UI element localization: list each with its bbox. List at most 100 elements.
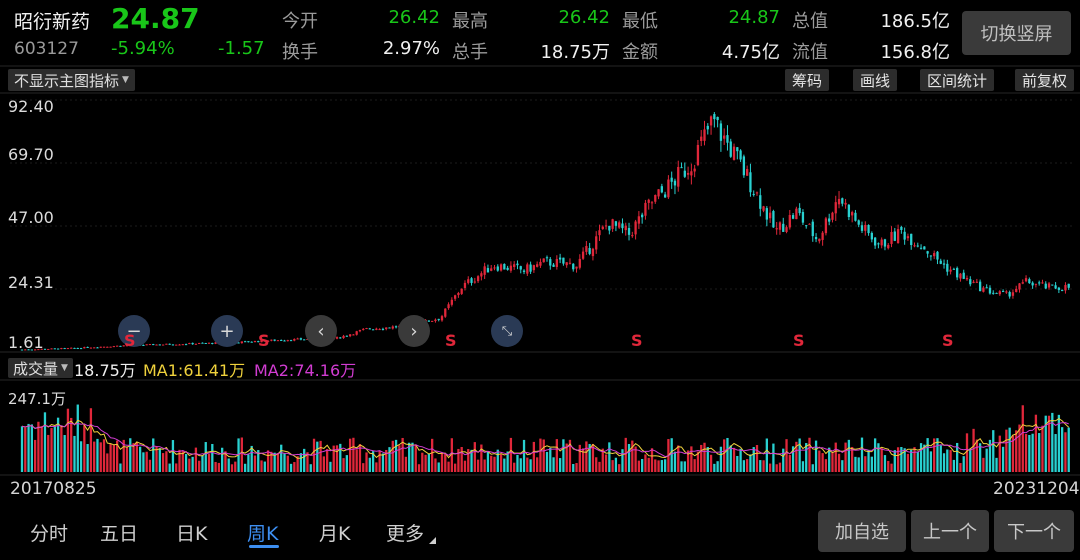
tab-daily-k[interactable]: 日K [176,523,208,545]
volume-bar [168,463,171,472]
sub-indicator-select[interactable]: 成交量 ▼ [8,358,73,378]
volume-bar [532,441,536,472]
candle-body [611,219,614,229]
volume-bar [956,442,959,472]
volume-axis-max: 247.1万 [8,390,66,408]
signal-mark: S [445,331,457,350]
volume-ma-line [21,422,1069,458]
volume-bar [516,454,519,472]
candle-body [749,172,752,193]
volume-bar [841,460,844,472]
candle-body [916,245,919,247]
candle-body [83,347,86,349]
volume-bar [696,451,700,472]
volume-bar [450,438,453,472]
volume-bar [444,453,447,472]
candle-body [243,341,247,343]
volume-bar [752,447,755,472]
volume-bar [873,438,877,472]
zoom-in-icon[interactable]: + [211,315,243,347]
zoom-out-icon[interactable]: − [118,315,150,347]
volume-bar [86,444,89,472]
candle-body [663,194,667,198]
main-indicator-select[interactable]: 不显示主图指标 ▼ [8,69,135,91]
candle-body [145,344,148,346]
candle-body [752,193,755,195]
volume-bar [522,439,526,472]
low-value: 24.87 [728,7,780,28]
chevron-left-icon[interactable]: ‹ [305,315,337,347]
tab-five-day[interactable]: 五日 [100,523,139,545]
volume-bar [1067,427,1070,472]
volume-bar [811,464,814,472]
candle-body [585,245,588,252]
volume-bar [391,440,394,472]
add-watchlist-button[interactable]: 加自选 [818,510,906,552]
float-cap-label: 流值 [792,42,828,63]
forward-adjust-button[interactable]: 前复权 [1015,69,1075,91]
chips-button[interactable]: 筹码 [785,69,830,91]
volume-bar [969,448,972,472]
candle-body [539,261,542,266]
tab-more[interactable]: 更多 [386,523,425,545]
candle-body [887,244,890,249]
volume-bar [506,451,509,472]
switch-portrait-button[interactable]: 切换竖屏 [962,11,1071,55]
candle-body [896,229,900,244]
tab-weekly-k[interactable]: 周K [247,523,279,545]
price-axis-label: 69.70 [8,145,54,164]
candle-body [995,292,998,294]
reset-zoom-icon[interactable]: ⤡ [491,315,523,347]
volume-bar [99,442,102,472]
candle-body [348,334,352,337]
range-stats-button[interactable]: 区间统计 [920,69,995,91]
candle-body [476,276,480,282]
next-button[interactable]: 下一个 [994,510,1074,552]
volume-bar [227,458,230,472]
candle-body [926,251,929,254]
candle-body [470,278,473,283]
candle-body [1057,287,1061,290]
volume-bar [434,458,437,472]
tab-monthly-k[interactable]: 月K [319,523,351,545]
volume-bar [844,442,847,472]
candle-body [1047,283,1051,288]
volume-bar [362,463,365,472]
volume-bar [1064,432,1067,472]
volume-bar [1031,433,1034,472]
volume-bar [240,437,243,472]
volume-bar [962,456,965,472]
volume-bar [939,445,942,472]
price-axis-label: 47.00 [8,208,54,227]
market-cap-value: 186.5亿 [880,11,950,32]
volume-bar [411,442,414,472]
volume-bar [188,458,191,472]
candle-body [591,248,595,257]
draw-line-button[interactable]: 画线 [853,69,898,91]
volume-bar [686,450,690,472]
volume-bar [552,457,555,472]
volume-bar [982,457,985,472]
candle-body [798,207,801,214]
volume-bar [795,441,798,472]
volume-bar [342,458,345,472]
candle-body [736,147,739,152]
candle-body [831,212,834,220]
volume-bar [447,461,450,472]
candle-body [755,192,759,194]
volume-bar [201,455,204,472]
volume-bar [27,423,30,472]
volume-bar [660,460,663,472]
tab-intraday[interactable]: 分时 [30,523,69,545]
candle-body [119,345,122,347]
volume-bars [20,404,1070,472]
previous-button[interactable]: 上一个 [911,510,989,552]
candle-body [70,347,73,349]
candle-body [178,344,181,346]
chevron-right-icon[interactable]: › [398,315,430,347]
candle-body [345,335,348,337]
candle-body [841,198,844,204]
candle-body [1034,283,1038,285]
volume-bar [329,461,332,472]
